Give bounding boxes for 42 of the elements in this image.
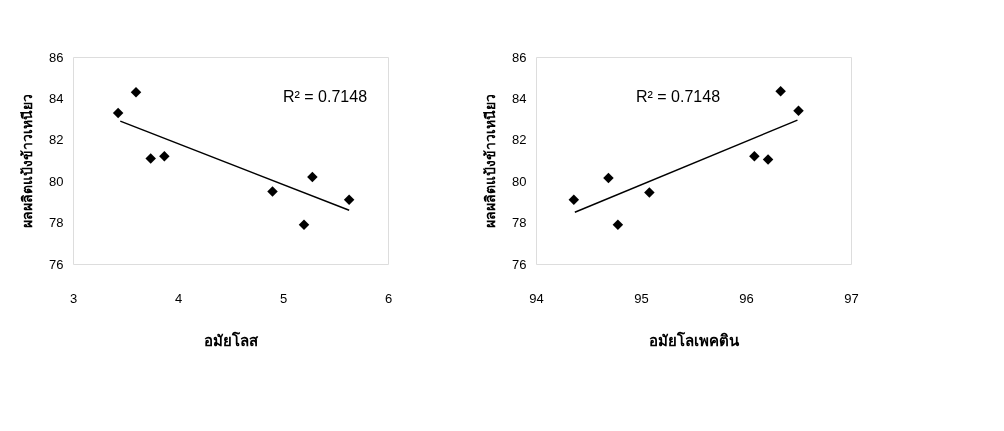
x-tick-label: 5 <box>279 290 288 306</box>
point <box>644 187 655 198</box>
y-tick-label: 84 <box>49 90 64 106</box>
point <box>612 219 624 230</box>
point <box>568 194 580 206</box>
point <box>343 194 355 206</box>
annotation: R² = 0.7148 <box>636 88 721 105</box>
x-tick-label: 94 <box>529 290 544 306</box>
point <box>159 151 170 162</box>
point <box>298 219 310 230</box>
y-axis-title: ผลผลิตแป้งข้าวเหนียว <box>482 94 499 228</box>
y-tick-label: 76 <box>512 256 527 272</box>
y-tick-label: 86 <box>49 49 64 65</box>
x-tick-label: 96 <box>739 290 754 306</box>
x-tick-label: 3 <box>69 290 78 306</box>
y-tick-label: 84 <box>512 90 527 106</box>
point <box>775 85 786 97</box>
point <box>749 151 760 162</box>
x-axis-title: อมัยโลเพคติน <box>649 330 740 349</box>
point <box>112 107 124 119</box>
x-axis-title: อมัยโลส <box>204 330 259 349</box>
point <box>130 86 142 98</box>
y-tick-label: 80 <box>49 173 64 189</box>
point <box>762 154 774 165</box>
point <box>603 172 614 184</box>
point <box>267 186 278 197</box>
y-tick-label: 82 <box>512 132 527 148</box>
x-tick-label: 95 <box>634 290 649 306</box>
y-tick-label: 78 <box>512 215 527 231</box>
x-tick-label: 6 <box>384 290 393 306</box>
y-tick-label: 80 <box>512 173 527 189</box>
y-axis-title: ผลผลิตแป้งข้าวเหนียว <box>19 94 36 228</box>
y-tick-label: 76 <box>49 256 64 272</box>
x-tick-label: 97 <box>844 290 859 306</box>
annotation: R² = 0.7148 <box>283 88 368 105</box>
x-tick-label: 4 <box>174 290 183 306</box>
point <box>307 171 318 183</box>
y-tick-label: 78 <box>49 215 64 231</box>
point <box>793 105 804 117</box>
y-tick-label: 86 <box>512 49 527 65</box>
y-tick-label: 82 <box>49 132 64 148</box>
point <box>145 153 156 164</box>
